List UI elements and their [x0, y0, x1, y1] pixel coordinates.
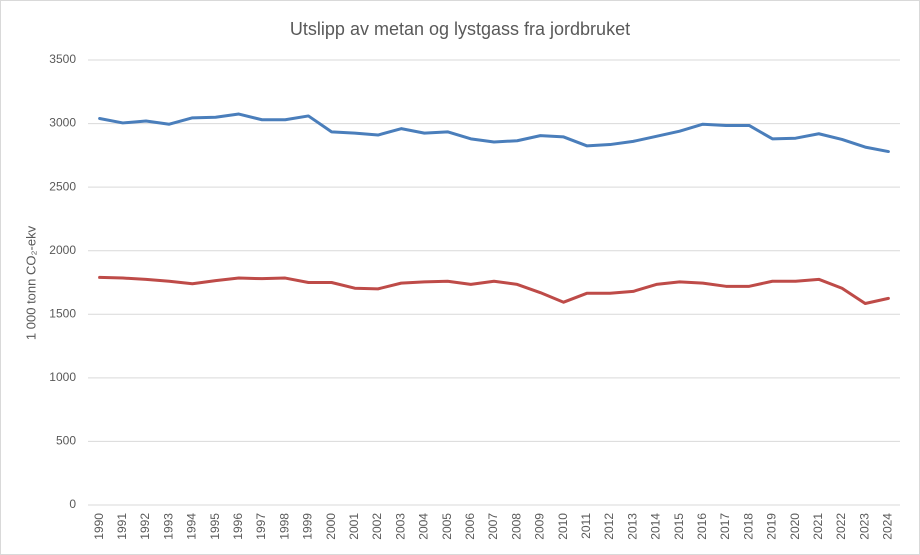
x-tick-label: 2005: [440, 513, 454, 540]
y-tick-label: 2000: [49, 243, 76, 257]
x-tick-label: 1995: [208, 513, 222, 540]
y-tick-label: 500: [56, 434, 76, 448]
x-tick-label: 2008: [509, 513, 523, 540]
x-tick-label: 2024: [881, 513, 895, 540]
y-tick-label: 2500: [49, 179, 76, 193]
x-tick-label: 2001: [347, 513, 361, 540]
x-tick-label: 1992: [138, 513, 152, 540]
y-tick-label: 1000: [49, 370, 76, 384]
x-tick-label: 2006: [463, 513, 477, 540]
x-tick-label: 2000: [324, 513, 338, 540]
x-tick-label: 1994: [185, 513, 199, 540]
x-tick-label: 2011: [579, 513, 593, 539]
x-tick-label: 1999: [301, 513, 315, 540]
x-tick-label: 1996: [231, 513, 245, 540]
x-tick-label: 1993: [161, 513, 175, 540]
y-tick-label: 1500: [49, 306, 76, 320]
x-tick-label: 2020: [788, 513, 802, 540]
x-tick-label: 2018: [741, 513, 755, 540]
y-tick-label: 3500: [49, 52, 76, 66]
series-line: [98, 275, 890, 305]
x-tick-label: 1997: [254, 513, 268, 540]
x-tick-label: 2016: [695, 513, 709, 540]
x-tick-label: 2010: [556, 513, 570, 540]
x-tick-label: 2021: [811, 513, 825, 540]
y-axis-label: 1 000 tonn CO₂-ekv: [23, 225, 38, 340]
x-tick-label: 2009: [533, 513, 547, 540]
x-tick-label: 2004: [417, 513, 431, 540]
x-tick-label: 1990: [92, 513, 106, 540]
y-tick-label: 0: [69, 497, 76, 511]
x-tick-label: 2012: [602, 513, 616, 540]
x-tick-label: 2003: [393, 513, 407, 540]
x-tick-label: 2023: [857, 513, 871, 540]
series-line: [98, 112, 890, 154]
x-tick-label: 2014: [649, 513, 663, 540]
chart-title: Utslipp av metan og lystgass fra jordbru…: [290, 19, 630, 39]
x-tick-label: 1991: [115, 513, 129, 540]
x-tick-label: 2015: [672, 513, 686, 540]
x-tick-label: 1998: [277, 513, 291, 540]
y-tick-label: 3000: [49, 116, 76, 130]
x-tick-label: 2022: [834, 513, 848, 540]
x-tick-label: 2007: [486, 513, 500, 540]
x-tick-label: 2019: [765, 513, 779, 540]
x-tick-label: 2017: [718, 513, 732, 540]
x-tick-label: 2002: [370, 513, 384, 540]
x-tick-label: 2013: [625, 513, 639, 540]
